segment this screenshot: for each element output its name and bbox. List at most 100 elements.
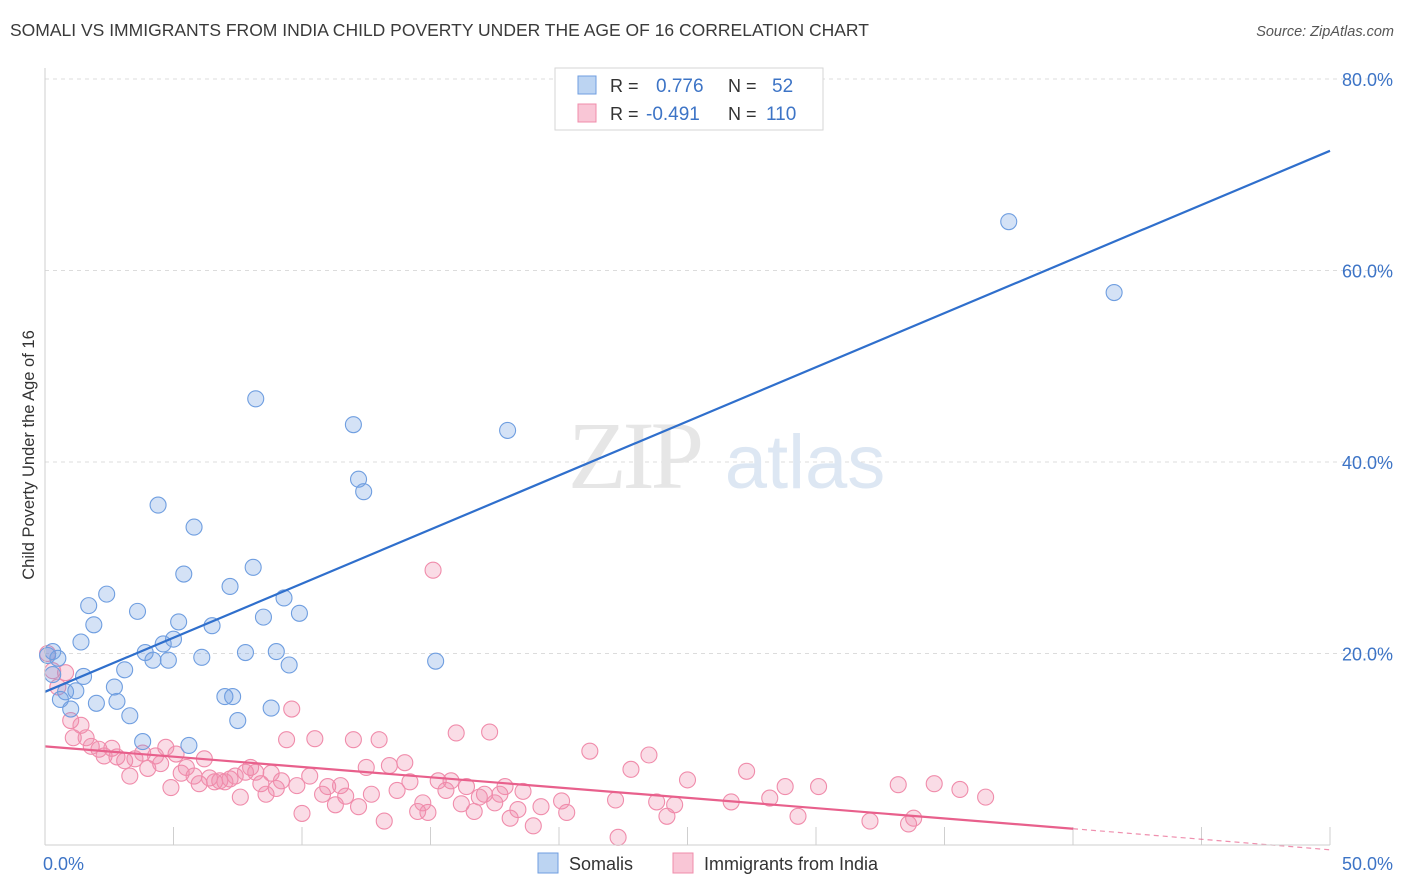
somali-point-37 (247, 390, 265, 408)
somali-point-46 (355, 483, 373, 501)
india-point-46 (293, 804, 311, 822)
somali-point-49 (1000, 213, 1018, 231)
india-point-108 (951, 780, 969, 799)
india-point-80 (496, 778, 514, 796)
india-point-14 (121, 767, 139, 785)
somali-point-13 (105, 678, 123, 696)
chart-title: SOMALI VS IMMIGRANTS FROM INDIA CHILD PO… (10, 20, 869, 40)
india-point-34 (231, 788, 249, 806)
india-point-45 (288, 777, 306, 795)
trend-lines (44, 149, 1331, 851)
somali-points (39, 213, 1123, 754)
india-point-53 (337, 787, 355, 805)
legend-label-somalis: Somalis (569, 854, 633, 874)
somali-point-48 (499, 421, 517, 439)
somali-point-28 (185, 518, 203, 536)
india-point-77 (481, 723, 499, 741)
somali-point-15 (116, 661, 134, 679)
somali-point-23 (159, 651, 177, 669)
india-point-62 (396, 754, 414, 772)
stats-r-value-india: -0.491 (646, 104, 700, 125)
india-point-87 (558, 803, 576, 821)
stats-legend: R = 0.776 N = 52 R = -0.491 N = 110 (554, 67, 824, 131)
india-point-52 (331, 777, 350, 795)
somali-point-39 (262, 699, 280, 717)
india-point-84 (524, 817, 542, 835)
india-point-43 (278, 731, 296, 749)
india-point-55 (349, 798, 368, 816)
india-point-74 (465, 802, 483, 821)
india-point-90 (609, 828, 627, 846)
y-tick-labels: 20.0% 40.0% 60.0% 80.0% (1342, 70, 1393, 665)
stats-n-value-somalis: 52 (772, 76, 793, 97)
source-label: Source: ZipAtlas.com (1256, 24, 1394, 40)
somali-point-34 (229, 711, 247, 730)
india-point-30 (211, 772, 229, 790)
india-point-88 (581, 742, 599, 760)
india-point-67 (424, 561, 442, 579)
axes (44, 68, 1330, 846)
india-trend-extension (1072, 828, 1331, 851)
watermark-atlas: atlas (725, 420, 886, 505)
somali-point-21 (149, 496, 167, 514)
india-point-71 (447, 724, 465, 742)
somali-point-10 (85, 616, 103, 634)
somali-point-33 (224, 688, 242, 706)
india-point-17 (139, 759, 157, 777)
india-point-70 (442, 772, 460, 790)
india-point-109 (977, 788, 995, 806)
india-point-73 (457, 778, 476, 796)
somali-point-11 (87, 694, 105, 712)
somali-point-26 (175, 565, 193, 583)
india-point-104 (889, 776, 907, 794)
x-axis-ticks (173, 827, 1331, 845)
india-point-35 (236, 763, 255, 781)
legend-swatch-india (672, 852, 694, 874)
india-point-102 (810, 778, 828, 796)
somali-point-27 (180, 736, 198, 754)
somali-point-16 (121, 707, 139, 725)
india-point-91 (622, 760, 640, 778)
somali-point-7 (67, 682, 85, 700)
india-point-31 (216, 773, 234, 791)
india-point-101 (789, 807, 807, 825)
y-tick-label-80: 80.0% (1342, 70, 1393, 90)
india-point-39 (257, 785, 275, 803)
stats-swatch-india (577, 103, 597, 123)
india-point-66 (419, 803, 437, 821)
legend-label-india: Immigrants from India (704, 854, 879, 874)
y-axis-label: Child Poverty Under the Age of 16 (20, 330, 38, 579)
india-point-93 (648, 793, 666, 811)
somali-point-12 (98, 585, 116, 603)
somali-point-42 (280, 656, 298, 674)
somali-point-47 (427, 652, 445, 670)
india-point-42 (272, 772, 290, 790)
india-point-61 (388, 781, 406, 799)
india-point-106 (905, 809, 923, 827)
somali-point-40 (267, 643, 285, 661)
india-trend-line (44, 745, 1074, 830)
india-point-95 (666, 796, 684, 814)
india-point-89 (606, 791, 625, 809)
x-tick-label-min: 0.0% (43, 854, 84, 874)
y-tick-label-60: 60.0% (1342, 262, 1393, 282)
india-point-7 (77, 729, 95, 747)
somali-point-50 (1105, 283, 1123, 302)
stats-n-label-somalis: N = (728, 76, 757, 96)
india-point-5 (64, 729, 82, 747)
india-point-59 (375, 812, 393, 830)
somali-point-6 (62, 700, 80, 718)
stats-r-value-somalis: 0.776 (656, 76, 704, 97)
stats-r-label-india: R = (610, 104, 639, 124)
y-tick-label-40: 40.0% (1342, 453, 1393, 473)
watermark-zip: ZIP (568, 402, 701, 509)
somali-point-35 (236, 643, 255, 662)
india-point-85 (532, 798, 550, 816)
india-point-83 (514, 782, 532, 800)
y-tick-label-20: 20.0% (1342, 645, 1393, 665)
somali-point-2 (49, 649, 67, 667)
india-point-103 (861, 812, 879, 830)
india-point-19 (152, 755, 170, 773)
somali-point-29 (193, 648, 211, 666)
